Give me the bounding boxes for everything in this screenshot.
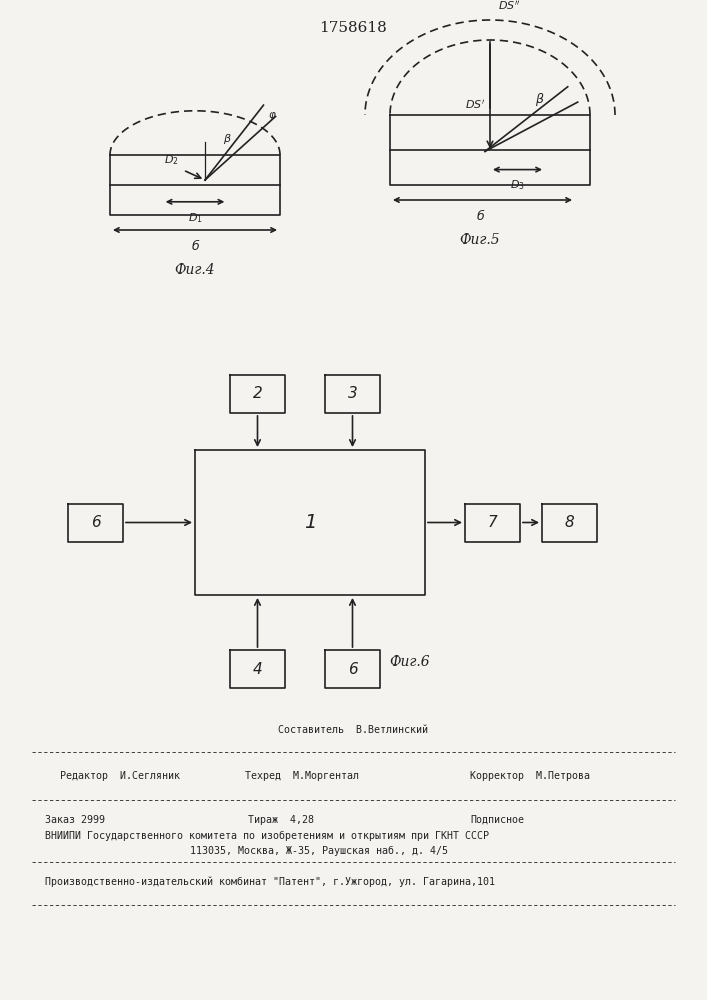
Text: Подписное: Подписное bbox=[470, 815, 524, 825]
Text: 6: 6 bbox=[348, 662, 357, 676]
Text: Заказ 2999: Заказ 2999 bbox=[45, 815, 105, 825]
Text: Фиг.5: Фиг.5 bbox=[460, 233, 501, 247]
Text: 113035, Москва, Ж-35, Раушская наб., д. 4/5: 113035, Москва, Ж-35, Раушская наб., д. … bbox=[190, 846, 448, 856]
Text: $D_1$: $D_1$ bbox=[187, 211, 202, 225]
Text: 7: 7 bbox=[488, 515, 498, 530]
Text: 4: 4 bbox=[252, 662, 262, 676]
Text: $D_2$: $D_2$ bbox=[164, 153, 179, 167]
Text: $DS''$: $DS''$ bbox=[498, 0, 520, 12]
Text: $\varphi$: $\varphi$ bbox=[269, 110, 277, 122]
Text: б: б bbox=[191, 240, 199, 253]
Text: Редактор  И.Сегляник: Редактор И.Сегляник bbox=[60, 771, 180, 781]
Text: Производственно-издательский комбинат "Патент", г.Ужгород, ул. Гагарина,101: Производственно-издательский комбинат "П… bbox=[45, 877, 495, 887]
Text: Фиг.4: Фиг.4 bbox=[175, 263, 216, 277]
Text: $DS'$: $DS'$ bbox=[464, 98, 485, 111]
Text: Составитель  В.Ветлинский: Составитель В.Ветлинский bbox=[278, 725, 428, 735]
Text: Техред  М.Моргентал: Техред М.Моргентал bbox=[245, 771, 359, 781]
Text: б: б bbox=[476, 210, 484, 223]
Text: 8: 8 bbox=[565, 515, 574, 530]
Text: $D_3$: $D_3$ bbox=[510, 179, 525, 192]
Text: Тираж  4,28: Тираж 4,28 bbox=[248, 815, 314, 825]
Text: 2: 2 bbox=[252, 386, 262, 401]
Text: 1758618: 1758618 bbox=[319, 21, 387, 35]
Text: 3: 3 bbox=[348, 386, 357, 401]
Text: 1: 1 bbox=[304, 513, 316, 532]
Text: $\beta$: $\beta$ bbox=[223, 132, 232, 146]
Text: Корректор  М.Петрова: Корректор М.Петрова bbox=[470, 771, 590, 781]
Text: Фиг.6: Фиг.6 bbox=[390, 655, 431, 669]
Text: $\beta$: $\beta$ bbox=[535, 91, 545, 108]
Text: ВНИИПИ Государственного комитета по изобретениям и открытиям при ГКНТ СССР: ВНИИПИ Государственного комитета по изоб… bbox=[45, 831, 489, 841]
Text: 6: 6 bbox=[90, 515, 100, 530]
